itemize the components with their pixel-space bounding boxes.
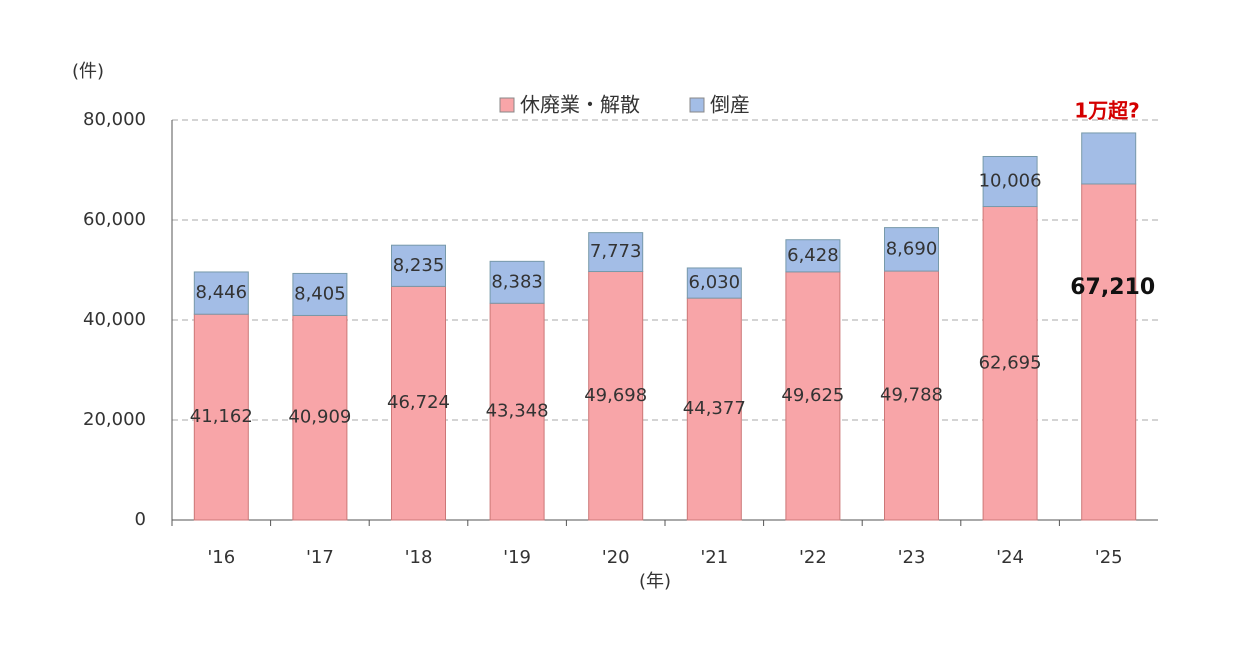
bar-segment — [785, 239, 841, 273]
data-label: 10,006 — [979, 171, 1042, 192]
data-label: 6,428 — [787, 245, 839, 266]
data-label: 67,210 — [1070, 275, 1155, 300]
data-label: 44,377 — [683, 398, 746, 419]
data-label: 46,724 — [387, 392, 450, 413]
bar-segment — [982, 155, 1038, 208]
bar-segment — [686, 267, 742, 299]
x-axis-label: (年) — [639, 571, 671, 592]
data-label: 8,235 — [393, 255, 445, 276]
bar-segment — [292, 272, 348, 316]
bar-segment — [1081, 183, 1137, 521]
bar-segment — [785, 271, 841, 521]
bar-segment — [391, 244, 446, 287]
bar-segment — [588, 271, 644, 521]
bar-segment — [1081, 132, 1137, 185]
bar-segment — [193, 313, 249, 521]
data-label: 49,625 — [781, 385, 844, 406]
x-tick-label: '25 — [1095, 547, 1123, 568]
data-label: 8,446 — [196, 282, 248, 303]
data-label: 49,788 — [880, 385, 943, 406]
x-tick-label: '19 — [503, 547, 531, 568]
data-label: 41,162 — [190, 406, 253, 427]
x-tick-label: '22 — [799, 547, 827, 568]
x-tick-label: '23 — [898, 547, 926, 568]
legend-swatch — [499, 97, 515, 113]
legend-swatch — [689, 97, 705, 113]
x-tick-label: '20 — [602, 547, 630, 568]
y-tick-label: 20,000 — [83, 409, 146, 430]
bar-segment — [884, 227, 939, 272]
x-tick-label: '21 — [700, 547, 728, 568]
data-label: 49,698 — [584, 385, 647, 406]
bar-segment — [391, 285, 446, 521]
y-tick-label: 0 — [135, 509, 146, 530]
data-label: 40,909 — [288, 407, 351, 428]
bar-segment — [588, 232, 644, 273]
data-label: 8,383 — [491, 271, 543, 292]
x-tick-label: '16 — [207, 547, 235, 568]
data-label: 6,030 — [689, 272, 741, 293]
data-label: 7,773 — [590, 241, 642, 262]
x-tick-label: '24 — [996, 547, 1024, 568]
data-label: 8,405 — [294, 283, 346, 304]
bar-segment — [686, 297, 742, 521]
bar-segment — [884, 270, 939, 521]
y-tick-label: 40,000 — [83, 309, 146, 330]
annotation: 1万超? — [1074, 99, 1140, 123]
bar-segment — [292, 314, 348, 521]
legend-label: 休廃業・解散 — [520, 93, 640, 117]
data-label: 43,348 — [486, 401, 549, 422]
data-label: 8,690 — [886, 238, 938, 259]
bar-segment — [193, 271, 249, 315]
x-tick-label: '17 — [306, 547, 334, 568]
y-tick-label: 60,000 — [83, 209, 146, 230]
y-tick-label: 80,000 — [83, 109, 146, 130]
x-tick-label: '18 — [405, 547, 433, 568]
legend-label: 倒産 — [710, 93, 750, 117]
bar-segment — [489, 302, 545, 521]
y-axis-label: (件) — [72, 61, 104, 82]
bar-segment — [489, 260, 545, 304]
bar-segment — [982, 206, 1038, 521]
data-label: 62,695 — [979, 352, 1042, 373]
